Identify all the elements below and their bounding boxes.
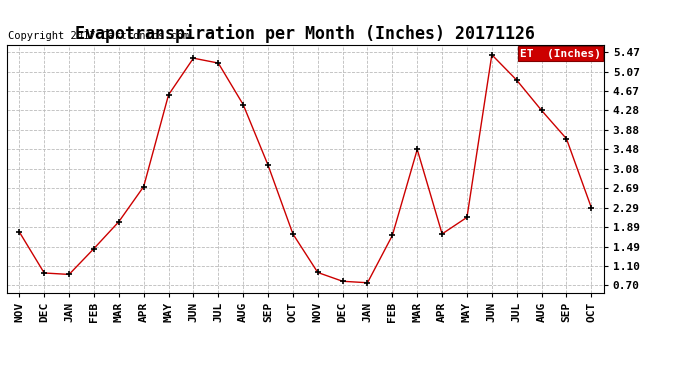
Text: Copyright 2017 Cartronics.com: Copyright 2017 Cartronics.com [8, 32, 190, 41]
Text: ET  (Inches): ET (Inches) [520, 49, 601, 59]
Title: Evapotranspiration per Month (Inches) 20171126: Evapotranspiration per Month (Inches) 20… [75, 24, 535, 44]
